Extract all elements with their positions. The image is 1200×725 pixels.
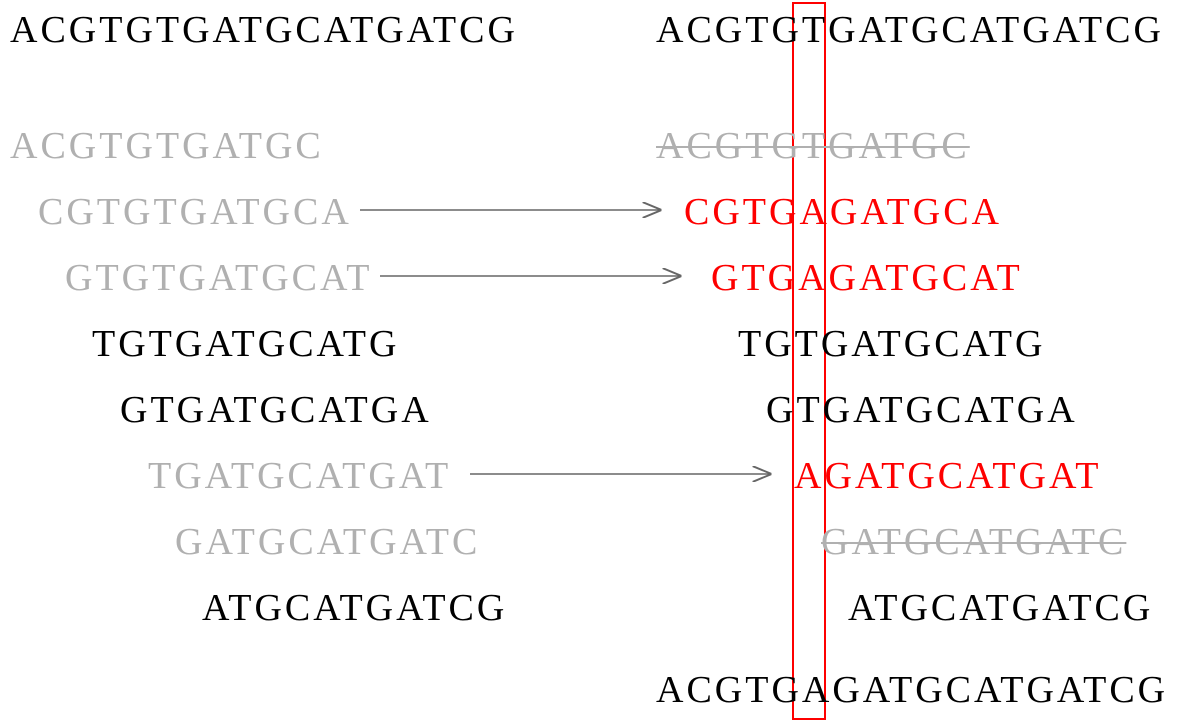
- left-read-5: TGATGCATGAT: [148, 454, 451, 498]
- right-read-5: AGATGCATGAT: [794, 454, 1101, 498]
- left-read-3: TGTGATGCATG: [92, 322, 399, 366]
- right-read-6: GATGCATGATC: [821, 520, 1126, 564]
- left-read-1: CGTGTGATGCA: [38, 190, 352, 234]
- left-read-2: GTGTGATGCAT: [65, 256, 372, 300]
- right-read-0: ACGTGTGATGC: [656, 124, 970, 168]
- left-read-4: GTGATGCATGA: [120, 388, 432, 432]
- left-read-0: ACGTGTGATGC: [10, 124, 324, 168]
- right-read-3: TGTGATGCATG: [738, 322, 1045, 366]
- right-read-2: GTGAGATGCAT: [711, 256, 1023, 300]
- right-reference-sequence: ACGTGTGATGCATGATCG: [656, 8, 1164, 52]
- right-read-7: ATGCATGATCG: [848, 586, 1153, 630]
- right-read-4: GTGATGCATGA: [766, 388, 1078, 432]
- diagram-stage: ACGTGTGATGCATGATCG ACGTGTGATGC CGTGTGATG…: [0, 0, 1200, 725]
- right-novel-sequence: ACGTGAGATGCATGATCG: [656, 668, 1168, 712]
- right-read-1: CGTGAGATGCA: [684, 190, 1002, 234]
- left-read-7: ATGCATGATCG: [202, 586, 507, 630]
- left-read-6: GATGCATGATC: [175, 520, 480, 564]
- left-reference-sequence: ACGTGTGATGCATGATCG: [10, 8, 518, 52]
